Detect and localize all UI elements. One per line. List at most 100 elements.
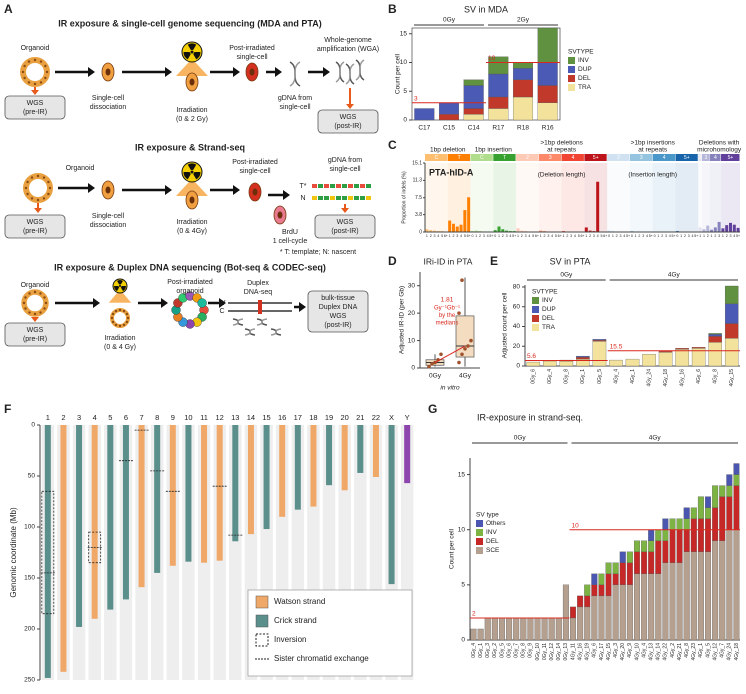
- chromosome-label: 21: [356, 413, 364, 422]
- organoid-nucleus: [33, 82, 37, 86]
- y-tick-label: 5: [461, 582, 465, 589]
- group-band: [607, 163, 630, 232]
- step-label: WGS: [337, 219, 354, 226]
- chromosome-label: 14: [247, 413, 255, 422]
- step-label: 1 cell-cycle: [273, 238, 308, 245]
- bar-segment: [513, 617, 520, 641]
- x-tick-label: 4Gy_19: [585, 643, 591, 661]
- bar-segment: [626, 562, 633, 585]
- organoid-nucleus: [23, 64, 26, 68]
- x-tick-label: R16: [542, 125, 554, 132]
- beam: [176, 62, 208, 76]
- x-tick-label: 5+: [649, 234, 653, 238]
- arrow-head: [299, 302, 306, 312]
- step-label: Whole-genome: [324, 37, 372, 44]
- x-tick-label: 4Gy_4: [613, 369, 619, 384]
- bar-segment: [592, 339, 607, 341]
- chromosome: [247, 425, 254, 535]
- y-tick-label: 11.3: [413, 178, 423, 184]
- reference-label: 5.6: [527, 353, 536, 360]
- arrow-head: [233, 67, 240, 77]
- chromosome-label: 19: [325, 413, 333, 422]
- legend-label: INV: [578, 57, 590, 64]
- bar-segment: [683, 507, 690, 519]
- cell-nucleus: [105, 186, 111, 194]
- bar: [706, 225, 710, 232]
- step-label: Post-irradiated: [232, 159, 278, 166]
- group-band: [721, 163, 740, 232]
- x-tick-label: 2: [707, 234, 709, 238]
- legend-swatch: [532, 324, 539, 331]
- step-label: single-cell: [239, 168, 271, 175]
- bar: [501, 229, 505, 232]
- bar-segment: [537, 62, 558, 86]
- bar-segment: [642, 353, 656, 367]
- chromosome: [169, 425, 176, 566]
- group-strip: [561, 154, 584, 161]
- group-strip-label: 5+: [593, 155, 599, 161]
- bar: [725, 225, 729, 232]
- bar-segment: [438, 114, 460, 121]
- step-label: (post-IR): [331, 228, 358, 235]
- chromosome: [122, 425, 129, 600]
- chromosome: [388, 425, 395, 585]
- bar-segment: [705, 518, 712, 552]
- step-label: WGS: [27, 327, 44, 334]
- arrow-head: [88, 183, 95, 193]
- chromosome: [201, 425, 208, 563]
- x-tick-label: 4: [669, 234, 671, 238]
- x-tick-label: 5+: [672, 234, 676, 238]
- organoid-nucleus: [30, 176, 34, 179]
- bar: [432, 230, 436, 232]
- legend-swatch: [476, 547, 483, 554]
- bar-segment: [612, 584, 619, 641]
- bar-segment: [548, 617, 555, 641]
- bar-segment: [705, 496, 712, 508]
- x-tick-label: 1: [426, 234, 428, 238]
- strand-segment: [342, 184, 347, 188]
- x-tick-label: 5+: [626, 234, 630, 238]
- organoid-nucleus: [24, 296, 27, 299]
- x-tick-label: 4Gy_16: [679, 369, 685, 387]
- beam: [176, 182, 208, 196]
- legend-swatch: [255, 633, 269, 647]
- chromosome-label: 17: [294, 413, 302, 422]
- x-tick-label: 4Gy_15: [606, 643, 612, 661]
- step-label: Irradiation: [176, 107, 207, 114]
- legend-label: Crick strand: [274, 616, 317, 625]
- x-tick-label: 4: [487, 234, 489, 238]
- radiation-blade: [193, 172, 201, 180]
- bar: [698, 227, 702, 232]
- organoid-nucleus: [48, 186, 52, 190]
- bar-segment: [719, 540, 726, 641]
- bar-segment: [463, 79, 484, 86]
- x-tick-label: R18: [517, 125, 529, 132]
- bar-segment: [690, 551, 697, 641]
- step-label: (pre-IR): [23, 228, 47, 235]
- organoid-nucleus: [23, 76, 26, 80]
- x-tick-label: 4: [437, 234, 439, 238]
- group-strip-label: 3: [640, 155, 643, 161]
- bar-segment: [690, 507, 697, 519]
- x-tick-label: 4Gy_8: [713, 369, 719, 384]
- bar-segment: [726, 529, 733, 641]
- x-tick-label: 2: [544, 234, 546, 238]
- bar-segment: [619, 562, 626, 585]
- x-tick-label: 4: [460, 234, 462, 238]
- radiation-blade: [114, 286, 120, 292]
- group-strip-label: C: [480, 155, 484, 161]
- legend-swatch: [568, 57, 575, 64]
- bar-segment: [570, 617, 577, 641]
- wgs-box: [4, 95, 66, 120]
- legend-swatch: [568, 84, 575, 91]
- organoid-nucleus: [111, 320, 115, 324]
- panel-label: F: [4, 402, 11, 416]
- chart-title: PTA-hID-A: [429, 167, 474, 177]
- bar-segment: [641, 573, 648, 641]
- chromosome-label: 4: [93, 413, 97, 422]
- legend-swatch: [532, 297, 539, 304]
- group-band: [652, 163, 676, 232]
- bar-segment: [626, 551, 633, 563]
- bar-segment: [488, 73, 509, 98]
